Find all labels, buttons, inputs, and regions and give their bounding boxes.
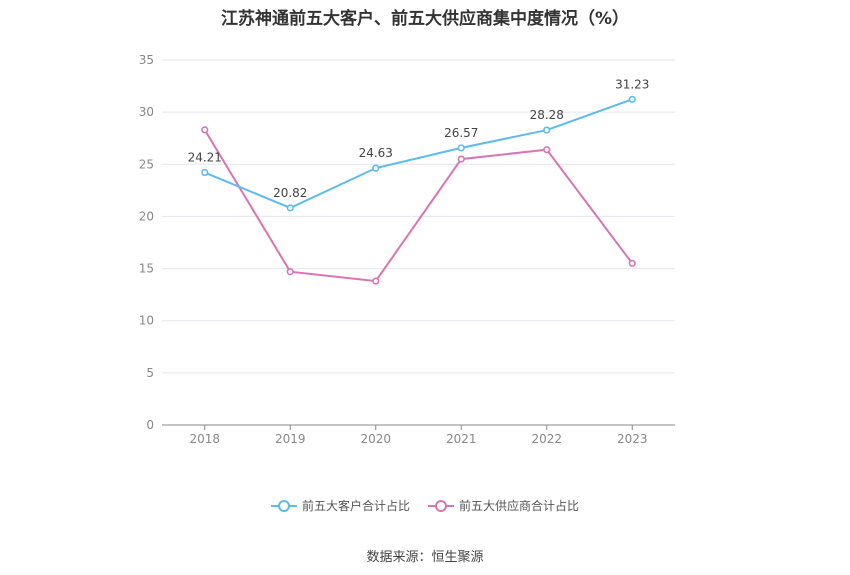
data-point — [201, 168, 209, 177]
x-tick-label: 2021 — [446, 432, 477, 446]
x-tick-label: 2023 — [617, 432, 648, 446]
y-tick-label: 5 — [146, 366, 154, 380]
legend-item-1[interactable]: 前五大客户合计占比 — [270, 497, 410, 514]
data-point — [457, 144, 465, 152]
y-tick-label: 35 — [139, 53, 154, 67]
data-point — [628, 95, 636, 103]
y-tick-label: 20 — [139, 209, 154, 223]
x-tick-label: 2018 — [189, 432, 220, 446]
legend-label: 前五大供应商合计占比 — [459, 499, 580, 513]
legend-item-2[interactable]: 前五大供应商合计占比 — [428, 497, 579, 514]
series-line-1 — [204, 98, 633, 209]
data-label: 31.23 — [615, 77, 649, 91]
y-tick-label: 30 — [139, 105, 154, 119]
y-tick-label: 10 — [139, 314, 154, 328]
data-point — [372, 277, 380, 285]
data-label: 24.21 — [188, 151, 222, 165]
data-point — [628, 259, 636, 267]
data-point — [286, 204, 294, 212]
series-line-2 — [203, 129, 634, 283]
x-tick-label: 2020 — [360, 432, 391, 446]
data-point — [372, 164, 380, 172]
data-point — [286, 268, 294, 276]
data-label: 20.82 — [273, 186, 307, 200]
chart-legend: 前五大客户合计占比 前五大供应商合计占比 — [0, 497, 850, 514]
data-point — [457, 155, 465, 163]
legend-marker-icon — [428, 499, 454, 512]
data-point — [201, 126, 209, 134]
data-label: 24.63 — [359, 146, 393, 160]
data-point — [543, 146, 551, 154]
y-tick-label: 25 — [139, 157, 154, 171]
chart-title: 江苏神通前五大客户、前五大供应商集中度情况（%） — [220, 9, 630, 29]
y-tick-label: 0 — [146, 418, 154, 432]
data-point — [543, 126, 551, 134]
data-source: 数据来源：恒生聚源 — [366, 550, 484, 565]
legend-marker-icon — [270, 499, 297, 512]
y-tick-label: 15 — [139, 262, 154, 276]
x-tick-label: 2022 — [531, 432, 562, 446]
legend-label: 前五大客户合计占比 — [301, 499, 410, 513]
x-tick-label: 2019 — [275, 432, 306, 446]
data-label: 28.28 — [530, 108, 564, 122]
data-label: 26.57 — [444, 126, 478, 140]
